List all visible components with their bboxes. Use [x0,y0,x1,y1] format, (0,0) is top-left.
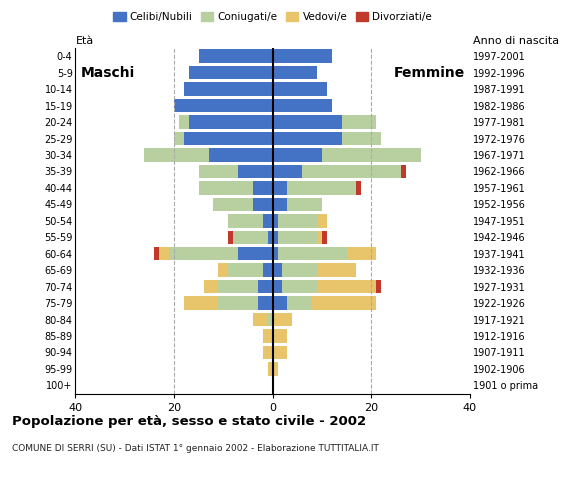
Bar [174,132,184,145]
Bar [356,181,361,194]
Bar [189,66,273,79]
Bar [268,313,273,326]
Bar [342,132,381,145]
Bar [209,148,273,162]
Bar [189,115,273,129]
Bar [184,83,273,96]
Bar [238,247,273,261]
Bar [169,247,238,261]
Bar [288,181,356,194]
Legend: Celibi/Nubili, Coniugati/e, Vedovi/e, Divorziati/e: Celibi/Nubili, Coniugati/e, Vedovi/e, Di… [109,8,436,26]
Bar [263,264,273,277]
Bar [273,214,278,228]
Bar [278,214,317,228]
Bar [317,280,376,293]
Bar [376,280,381,293]
Bar [401,165,406,178]
Bar [268,362,273,376]
Bar [322,148,420,162]
Bar [229,214,263,228]
Bar [258,280,273,293]
Bar [253,313,268,326]
Bar [218,264,229,277]
Text: Femmine: Femmine [394,66,465,80]
Bar [273,362,278,376]
Text: Età: Età [75,36,93,46]
Bar [312,296,376,310]
Bar [198,181,253,194]
Bar [282,280,317,293]
Bar [273,198,288,211]
Bar [160,247,169,261]
Text: COMUNE DI SERRI (SU) - Dati ISTAT 1° gennaio 2002 - Elaborazione TUTTITALIA.IT: COMUNE DI SERRI (SU) - Dati ISTAT 1° gen… [12,444,379,453]
Bar [263,329,273,343]
Bar [144,148,209,162]
Bar [278,247,347,261]
Bar [273,66,317,79]
Bar [273,280,282,293]
Bar [184,132,273,145]
Text: Popolazione per età, sesso e stato civile - 2002: Popolazione per età, sesso e stato civil… [12,415,366,428]
Bar [347,247,376,261]
Bar [273,132,342,145]
Bar [273,83,327,96]
Bar [213,198,253,211]
Text: Anno di nascita: Anno di nascita [473,36,559,46]
Bar [302,165,401,178]
Bar [253,198,273,211]
Bar [263,214,273,228]
Bar [233,230,268,244]
Bar [154,247,160,261]
Bar [218,296,258,310]
Bar [198,49,273,63]
Bar [317,230,322,244]
Bar [179,115,189,129]
Bar [317,264,356,277]
Bar [273,181,288,194]
Bar [273,247,278,261]
Bar [273,230,278,244]
Bar [184,296,219,310]
Bar [273,264,282,277]
Bar [238,165,273,178]
Bar [342,115,376,129]
Text: Maschi: Maschi [81,66,135,80]
Bar [174,99,273,112]
Bar [229,264,263,277]
Bar [263,346,273,359]
Bar [273,99,332,112]
Bar [198,165,238,178]
Bar [268,230,273,244]
Bar [282,264,317,277]
Bar [273,346,288,359]
Bar [273,115,342,129]
Bar [273,165,302,178]
Bar [273,296,288,310]
Bar [322,230,327,244]
Bar [288,198,322,211]
Bar [273,49,332,63]
Bar [204,280,219,293]
Bar [229,230,233,244]
Bar [253,181,273,194]
Bar [258,296,273,310]
Bar [317,214,327,228]
Bar [273,148,322,162]
Bar [278,230,317,244]
Bar [218,280,258,293]
Bar [288,296,312,310]
Bar [273,313,292,326]
Bar [273,329,288,343]
